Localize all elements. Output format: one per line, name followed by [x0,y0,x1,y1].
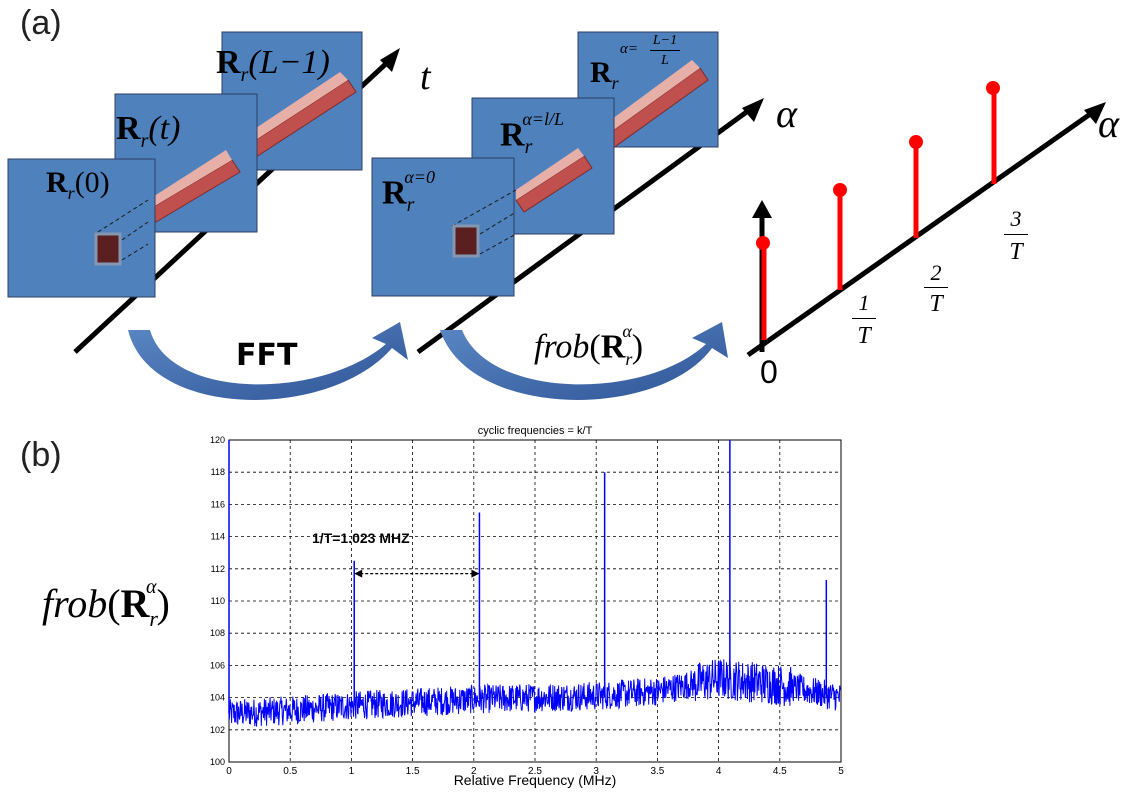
alpha-axis-arrowhead [742,98,764,122]
x-tick-labels: 0 0.5 1 1.5 2 2.5 3 3.5 4 4.5 5 [226,766,844,777]
frob-label: frob(Rrα) [534,321,644,370]
stem-plot-alpha-axis [746,107,1098,358]
stack1-dash-1 [97,199,149,233]
annotation-group: 1/T=1.023 MHZ [312,530,480,578]
panel-a-label: (a) [20,4,62,42]
stem-plot-vertical-arrowhead [752,200,772,218]
stem-1-head [833,183,847,197]
label-R-0: Rr(0) [46,166,110,203]
tick-3-den: T [1009,239,1023,265]
stem-2-head [909,135,923,149]
label-frac-num: L−1 [652,33,678,48]
x-tick-label: 4.5 [773,766,787,777]
signal-line [228,659,842,727]
x-axis-label: Relative Frequency (MHz) [454,772,617,788]
grid-lines [229,440,841,762]
x-tick-label: 1 [349,766,355,777]
x-tick-label: 0.5 [283,766,297,777]
stem-0-head [756,236,770,250]
y-tick-label: 106 [210,660,225,670]
stack1-dash-2 [121,221,149,241]
panel-b-label: (b) [20,436,62,474]
label-R-alpha-L-minus-1: Rr [590,56,619,93]
frob-curved-arrow [440,322,728,400]
annotation-text: 1/T=1.023 MHZ [312,530,410,546]
x-tick-label: 1.5 [406,766,420,777]
stem-plot-alpha-arrowhead [1084,102,1106,124]
fft-label: FFT [236,338,298,373]
x-tick-label: 3.5 [650,766,664,777]
diagram-a [7,31,1106,400]
tick-3-num: 3 [1010,206,1022,231]
y-tick-label: 100 [210,757,225,767]
peak-lines [228,440,828,714]
tick-1-bar [852,318,876,319]
y-tick-label: 108 [210,628,225,638]
tick-2-bar [924,287,948,288]
tick-1-num: 1 [858,290,870,315]
label-R-L-minus-1: Rr(L−1) [216,44,330,86]
panel-b-ylabel: frob(Rrα) [42,575,170,631]
label-alpha-eq: α= [620,41,638,57]
y-tick-label: 102 [210,725,225,735]
label-frac-den: L [661,53,669,68]
label-R-alpha-0: Rrα=0 [382,167,435,217]
alpha-axis-label: α [776,91,797,136]
label-R-t: Rr(t) [116,110,181,152]
frame-stack2-front [371,157,515,297]
annotation-arrowhead [354,569,363,578]
y-tick-label: 116 [211,499,225,509]
y-tick-label: 104 [210,693,225,703]
x-tick-label: 4 [716,766,722,777]
stack2-dash-1 [451,189,517,227]
t-axis-label: t [420,56,431,98]
x-tick-label: 2 [471,766,477,777]
stack1-pixel [94,232,122,266]
stem-plot-alpha-label: α [1098,101,1119,146]
annotation-arrowhead [471,569,480,578]
x-tick-label: 3 [593,766,599,777]
stack2-pixel [452,224,480,258]
label-frac-bar [650,50,680,51]
y-tick-label: 118 [211,467,225,477]
stack2-red-bar-mid-top [516,148,584,200]
y-tick-label: 110 [211,596,225,606]
label-R-alpha-l-L: Rrα=l/L [500,109,564,159]
stack2-dash-2 [479,211,517,235]
stem-3-head [986,81,1000,95]
y-tick-label: 114 [211,532,225,542]
frame-stack1-front [7,158,156,298]
stack1-dash-3 [121,243,149,261]
fft-curved-arrow [128,322,408,400]
tick-1-den: T [857,323,871,349]
x-tick-label: 2.5 [528,766,542,777]
stack1-red-bar-mid-top [148,150,232,210]
y-tick-label: 112 [211,564,225,574]
x-tick-label: 5 [838,766,844,777]
x-tick-label: 0 [226,766,232,777]
stem-plot-origin-label: 0 [760,354,778,390]
y-tick-label: 120 [210,435,225,445]
y-tick-labels: 100 102 104 106 108 110 112 114 116 118 120 [210,435,225,767]
tick-2-num: 2 [930,260,942,285]
tick-3-bar [1004,234,1028,235]
time-axis-arrowhead [380,48,400,72]
tick-2-den: T [929,291,943,317]
chart-title: cyclic frequencies = k/T [478,425,593,437]
